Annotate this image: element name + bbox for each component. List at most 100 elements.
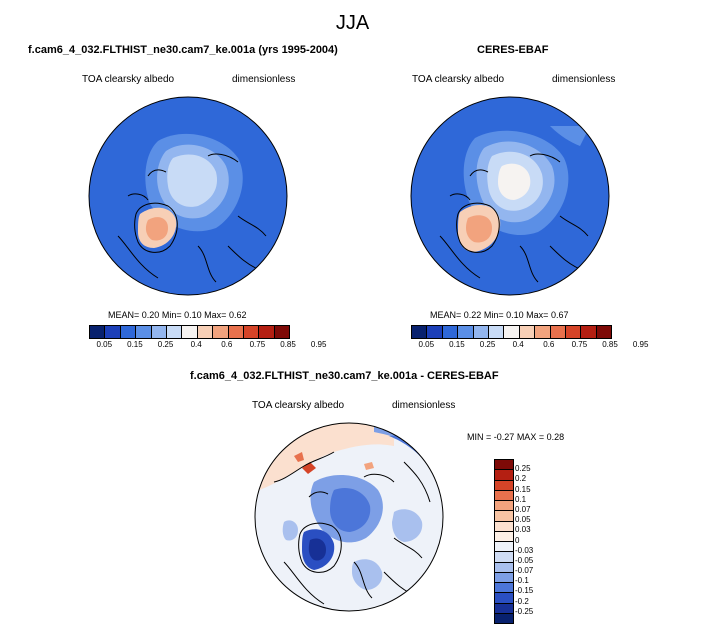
panel3-colorbar-swatch	[495, 490, 513, 501]
panel3-colorbar-tick-label: -0.03	[515, 545, 534, 555]
panel3-colorbar-tick-label: 0.05	[515, 515, 531, 525]
panel3-units: dimensionless	[392, 400, 456, 411]
panel1-colorbar-swatch	[274, 326, 290, 338]
panel3-colorbar-tick-label: 0.03	[515, 525, 531, 535]
panel2-max-label: Max=	[526, 310, 549, 320]
panel2-colorbar-tick-label: 0.15	[449, 340, 465, 349]
panel1-colorbar-swatch	[166, 326, 183, 338]
panel2-colorbar-swatch	[596, 326, 612, 338]
panel2-min-label: Min=	[483, 310, 504, 320]
panel2-colorbar-tick-label: 0.25	[479, 340, 496, 349]
panel1-colorbar	[89, 325, 290, 339]
panel3-colorbar-swatch	[495, 583, 513, 594]
panel3-colorbar-swatch	[495, 470, 513, 481]
panel3-map	[254, 422, 444, 612]
panel3-colorbar	[494, 459, 514, 624]
panel3-colorbar-swatch	[495, 572, 513, 583]
panel2-colorbar-tick-label: 0.4	[512, 340, 524, 349]
panel1-map	[88, 96, 288, 296]
panel3-max: 0.28	[546, 432, 565, 442]
panel3-colorbar-swatch	[495, 480, 513, 491]
panel1-colorbar-tick-label: 0.05	[96, 340, 113, 349]
panel2-mean: 0.22	[463, 310, 482, 320]
panel2-mean-label: MEAN=	[430, 310, 462, 320]
panel3-colorbar-tick-label: -0.15	[515, 586, 534, 596]
panel1-colorbar-tick-label: 0.4	[190, 340, 202, 349]
panel2-min: 0.10	[506, 310, 524, 320]
panel2-units: dimensionless	[552, 74, 616, 85]
panel1-colorbar-swatch	[259, 326, 275, 338]
main-title: JJA	[335, 12, 370, 34]
panel2-colorbar-swatch	[565, 326, 582, 338]
panel2-colorbar-ticks: 0.05 0.15 0.25 0.4 0.6 0.75 0.85 0.95	[411, 340, 649, 350]
panel3-colorbar-swatch	[495, 542, 513, 553]
panel2-colorbar-tick-label: 0.85	[602, 340, 618, 349]
panel3-variable: TOA clearsky albedo	[252, 400, 345, 411]
panel2-colorbar-tick-label: 0.75	[571, 340, 588, 349]
panel2-title: CERES-EBAF	[477, 44, 549, 56]
panel3-colorbar-swatch	[495, 460, 513, 471]
panel2-colorbar-swatch	[427, 326, 443, 338]
panel2-stats: MEAN= 0.22 Min= 0.10 Max= 0.67	[430, 310, 568, 320]
panel1-variable: TOA clearsky albedo	[82, 74, 175, 85]
panel3-colorbar-swatch	[495, 593, 513, 604]
panel2-colorbar-tick-label: 0.05	[418, 340, 435, 349]
panel1-colorbar-swatch	[136, 326, 152, 338]
panel1-colorbar-swatch	[182, 326, 198, 338]
panel3-colorbar-tick-label: 0.1	[515, 494, 527, 504]
panel3-colorbar-swatch	[495, 562, 513, 573]
panel3-colorbar-tick-label: 0	[515, 535, 520, 545]
panel1-colorbar-swatch	[151, 326, 167, 338]
panel3-colorbar-swatch	[495, 511, 513, 522]
panel2-max: 0.67	[550, 310, 569, 320]
panel1-colorbar-tick-label: 0.25	[157, 340, 174, 349]
panel2-colorbar-swatch	[442, 326, 459, 338]
panel1-colorbar-tick-label: 0.15	[127, 340, 143, 349]
panel2-colorbar-swatch	[550, 326, 566, 338]
panel3-colorbar-tick-label: 0.2	[515, 474, 527, 484]
panel1-colorbar-swatch	[90, 326, 106, 338]
panel1-colorbar-swatch	[243, 326, 260, 338]
panel3-colorbar-swatch	[495, 501, 513, 512]
panel3-max-label: MAX =	[516, 432, 545, 442]
panel3-colorbar-swatch	[495, 603, 513, 614]
panel1-colorbar-tick-label: 0.6	[221, 340, 233, 349]
panel3-colorbar-swatch	[495, 552, 513, 563]
panel1-min: 0.10	[184, 310, 202, 320]
panel3-colorbar-tick-label: -0.1	[515, 576, 529, 586]
panel1-min-label: Min=	[161, 310, 182, 320]
panel1-mean-label: MEAN=	[108, 310, 140, 320]
panel2-colorbar-swatch	[473, 326, 489, 338]
panel3-colorbar-tick-label: -0.05	[515, 555, 534, 565]
panel2-colorbar	[411, 325, 612, 339]
panel3-colorbar-swatch	[495, 521, 513, 532]
panel3-colorbar-swatch	[495, 531, 513, 542]
panel1-colorbar-tick-label: 0.75	[249, 340, 266, 349]
panel1-max: 0.62	[228, 310, 247, 320]
panel2-colorbar-swatch	[488, 326, 505, 338]
panel3-colorbar-tick-label: 0.15	[515, 484, 531, 494]
panel1-title: f.cam6_4_032.FLTHIST_ne30.cam7_ke.001a (…	[28, 44, 338, 56]
panel1-colorbar-swatch	[228, 326, 244, 338]
panel2-colorbar-tick-label: 0.95	[632, 340, 649, 349]
panel1-colorbar-tick-label: 0.95	[310, 340, 327, 349]
panel3-min: -0.27	[493, 432, 515, 442]
panel2-map	[410, 96, 610, 296]
panel2-colorbar-swatch	[412, 326, 428, 338]
panel3-colorbar-tick-label: 0.07	[515, 504, 531, 514]
panel3-colorbar-tick-label: 0.25	[515, 464, 531, 474]
panel2-colorbar-swatch	[519, 326, 536, 338]
panel3-colorbar-tick-label: -0.2	[515, 596, 529, 606]
panel1-colorbar-ticks: 0.05 0.15 0.25 0.4 0.6 0.75 0.85 0.95	[89, 340, 327, 350]
panel3-min-label: MIN =	[467, 432, 492, 442]
panel3-title: f.cam6_4_032.FLTHIST_ne30.cam7_ke.001a -…	[190, 370, 499, 382]
panel1-colorbar-swatch	[197, 326, 214, 338]
panel1-mean: 0.20	[141, 310, 160, 320]
panel3-colorbar-ticks: 0.25 0.2 0.15 0.1 0.07 0.05 0.03 0 -0.03 -0.05 -0.…	[515, 459, 555, 622]
panel1-stats: MEAN= 0.20 Min= 0.10 Max= 0.62	[108, 310, 246, 320]
panel3-colorbar-tick-label: -0.25	[515, 606, 534, 616]
panel1-units: dimensionless	[232, 74, 296, 85]
panel1-max-label: Max=	[204, 310, 227, 320]
panel1-colorbar-swatch	[120, 326, 137, 338]
panel3-colorbar-tick-label: -0.07	[515, 566, 534, 576]
